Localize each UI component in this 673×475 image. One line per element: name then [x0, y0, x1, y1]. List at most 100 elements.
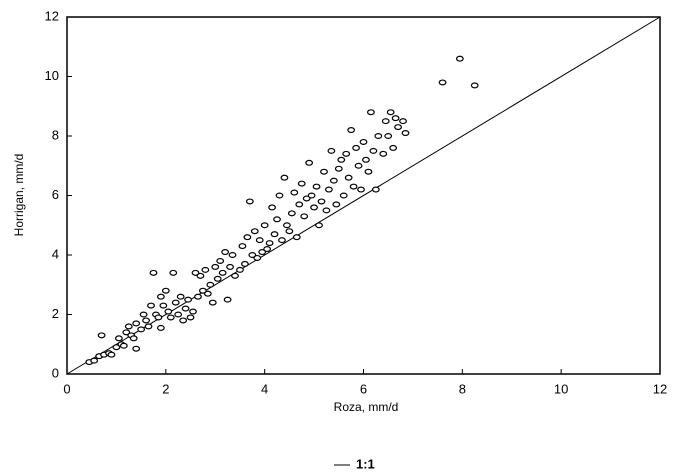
scatter-point [342, 150, 351, 157]
scatter-point [139, 311, 148, 318]
scatter-point [339, 192, 348, 199]
scatter-point [240, 260, 249, 267]
scatter-point [300, 213, 309, 220]
scatter-point [253, 254, 262, 261]
scatter-point [364, 168, 373, 175]
scatter-point [206, 281, 215, 288]
scatter-point [347, 127, 356, 134]
scatter-point [394, 124, 402, 131]
scatter-point [334, 165, 343, 172]
scatter-point [320, 168, 328, 175]
scatter-point [285, 228, 294, 235]
scatter-point [161, 287, 170, 294]
x-tick-label: 2 [162, 381, 169, 396]
scatter-point [194, 293, 202, 300]
scatter-point [159, 302, 168, 309]
scatter-point [184, 296, 192, 303]
scatter-point [352, 144, 360, 151]
scatter-point [255, 237, 264, 244]
scatter-point [114, 335, 123, 342]
scatter-point [283, 222, 291, 229]
scatter-point [307, 192, 316, 199]
scatter-point [263, 246, 272, 253]
scatter-point [369, 147, 378, 154]
scatter-point [349, 183, 358, 190]
scatter-point [332, 201, 341, 208]
scatter-point [470, 82, 479, 89]
scatter-point [273, 216, 281, 223]
scatter-point [223, 296, 232, 303]
x-tick-label: 10 [554, 381, 568, 396]
scatter-point [144, 323, 153, 330]
scatter-point [322, 207, 331, 214]
scatter-point [176, 293, 185, 300]
scatter-point [317, 198, 326, 205]
scatter-point [455, 55, 464, 62]
x-tick-label: 0 [63, 381, 70, 396]
scatter-point [312, 183, 321, 190]
scatter-point [147, 302, 155, 309]
scatter-point [107, 351, 116, 358]
scatter-point [305, 159, 314, 166]
scatter-point [132, 320, 141, 327]
scatter-point [169, 269, 178, 276]
scatter-point [164, 308, 173, 315]
scatter-point [124, 323, 133, 330]
scatter-point [181, 305, 190, 312]
scatter-point [374, 133, 383, 140]
scatter-point [295, 201, 304, 208]
scatter-point [211, 263, 220, 270]
scatter-point [327, 147, 336, 154]
scatter-point [203, 290, 212, 297]
scatter-point [401, 130, 410, 137]
scatter-point [278, 237, 286, 244]
y-tick-label: 2 [52, 306, 59, 321]
scatter-point [260, 222, 269, 229]
scatter-point [119, 342, 128, 349]
scatter-point [90, 357, 99, 364]
scatter-point [310, 204, 318, 211]
scatter-point [362, 156, 370, 163]
x-tick-label: 12 [653, 381, 667, 396]
x-tick-label: 4 [261, 381, 268, 396]
scatter-point [371, 186, 380, 193]
scatter-point [381, 118, 390, 125]
scatter-point [384, 133, 393, 140]
scatter-point [213, 275, 222, 282]
scatter-point [174, 311, 183, 318]
scatter-point [208, 299, 217, 306]
scatter-point [228, 252, 237, 259]
scatter-point [270, 231, 279, 238]
scatter-point [238, 243, 247, 250]
scatter-point [399, 118, 407, 125]
scatter-point [156, 324, 165, 331]
x-tick-label: 6 [360, 381, 367, 396]
scatter-point [315, 222, 323, 229]
scatter-point [221, 249, 230, 256]
scatter-point [149, 269, 158, 276]
scatter-point [275, 192, 284, 199]
scatter-point [216, 257, 225, 264]
y-tick-label: 6 [52, 187, 59, 202]
y-tick-label: 10 [45, 68, 59, 83]
y-tick-label: 4 [52, 246, 59, 261]
scatter-point [290, 189, 299, 196]
y-tick-label: 12 [45, 8, 59, 23]
scatter-point [367, 109, 375, 116]
scatter-point [186, 314, 195, 321]
y-tick-label: 8 [52, 127, 59, 142]
scatter-point [337, 156, 346, 163]
scatter-point [201, 266, 210, 273]
reference-line [66, 16, 661, 375]
x-tick-label: 8 [459, 381, 466, 396]
scatter-point [236, 266, 244, 273]
scatter-point [287, 210, 296, 217]
scatter-point [137, 326, 146, 333]
scatter-point [265, 240, 274, 247]
scatter-point [243, 234, 252, 241]
scatter-point [379, 150, 388, 157]
scatter-point [389, 144, 398, 151]
scatter-point [280, 174, 289, 181]
scatter-point [171, 299, 180, 306]
